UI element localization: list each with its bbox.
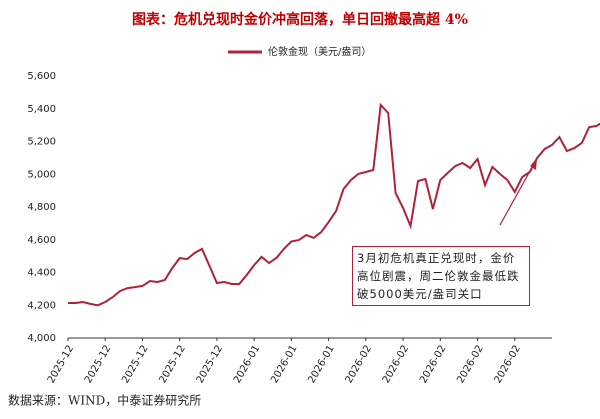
chart-title: 图表：危机兑现时金价冲高回落，单日回撤最高超 4%	[132, 11, 468, 28]
line	[68, 102, 600, 307]
x-tick-label: 2026-01	[269, 344, 299, 386]
x-tick-label: 2025-12	[157, 344, 187, 386]
x-tick-label: 2025-12	[46, 344, 76, 386]
legend-label: 伦敦金现（美元/盎司）	[268, 45, 371, 58]
y-tick-label: 5,600	[27, 71, 56, 82]
source: 数据来源：WIND，中泰证券研究所	[8, 393, 201, 408]
x-tick-label: 2026-01	[232, 344, 262, 386]
x-tick-label: 2026-02	[455, 344, 485, 386]
x-tick-label: 2026-02	[344, 344, 374, 386]
y-tick-label: 4,000	[27, 333, 56, 344]
x-tick-label: 2026-02	[493, 344, 523, 386]
x-tick-label: 2025-12	[83, 344, 113, 386]
y-tick-label: 5,200	[27, 137, 56, 148]
annotation: 3月初危机真正兑现时，金价高位剧震，周二伦敦金最低跌破5000美元/盎司关口	[352, 246, 530, 306]
y-tick-label: 5,000	[27, 169, 56, 180]
y-tick-label: 4,600	[27, 235, 56, 246]
y-tick-label: 4,200	[27, 300, 56, 311]
y-tick-label: 4,400	[27, 268, 56, 279]
y-tick-label: 4,800	[27, 202, 56, 213]
x-tick-label: 2026-01	[306, 344, 336, 386]
x-tick-label: 2025-12	[120, 344, 150, 386]
x-tick-label: 2025-12	[195, 344, 225, 386]
x-tick-label: 2026-02	[418, 344, 448, 386]
x-tick-label: 2026-02	[381, 344, 411, 386]
y-tick-label: 5,400	[27, 104, 56, 115]
